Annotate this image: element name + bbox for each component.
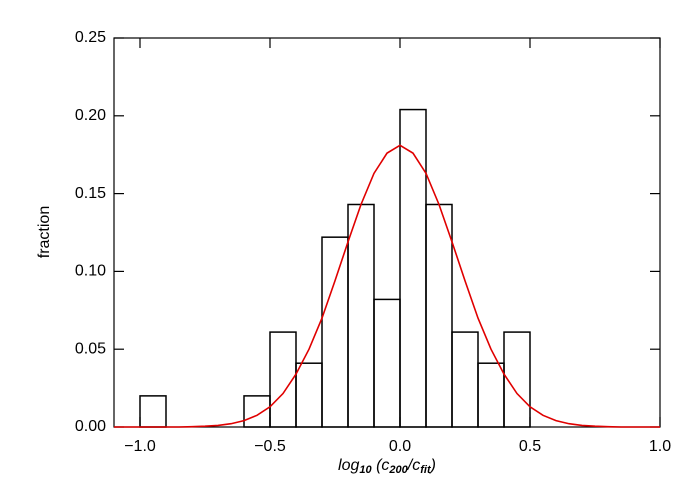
x-label-subscript: 10 [359, 464, 372, 476]
histogram-bar [399, 108, 427, 428]
histogram-bar [373, 298, 401, 428]
histogram-bar [477, 362, 505, 428]
x-label-text: ) [429, 457, 436, 474]
histogram-bar [243, 395, 271, 428]
histogram-bar [503, 331, 531, 428]
histogram-bar [295, 362, 323, 428]
x-label-subscript: fit [420, 464, 432, 476]
x-tick-label: 0.5 [519, 438, 541, 455]
x-label-text: log [338, 457, 359, 474]
x-label-text: /c [407, 457, 420, 474]
y-tick-label: 0.15 [75, 185, 106, 202]
y-tick-label: 0.25 [75, 29, 106, 46]
x-tick-label: 1.0 [649, 438, 671, 455]
histogram-bar [451, 331, 479, 428]
histogram-bar [139, 395, 167, 428]
x-tick-label: −0.5 [254, 438, 286, 455]
plot-frame [113, 37, 661, 428]
y-axis-label: fraction [36, 206, 53, 258]
x-axis-label: log10 (c200/cfit) [338, 457, 436, 476]
y-tick-label: 0.05 [75, 340, 106, 357]
histogram-bar [425, 203, 453, 428]
y-tick-label: 0.20 [75, 107, 106, 124]
histogram-bar [321, 236, 349, 428]
x-label-subscript: 200 [388, 464, 408, 476]
y-tick-label: 0.00 [75, 418, 106, 435]
x-tick-label: −1.0 [124, 438, 156, 455]
histogram-bar [347, 203, 375, 428]
y-tick-label: 0.10 [75, 263, 106, 280]
x-label-text: (c [372, 457, 390, 474]
x-tick-label: 0.0 [389, 438, 411, 455]
fit-curve [114, 144, 660, 428]
